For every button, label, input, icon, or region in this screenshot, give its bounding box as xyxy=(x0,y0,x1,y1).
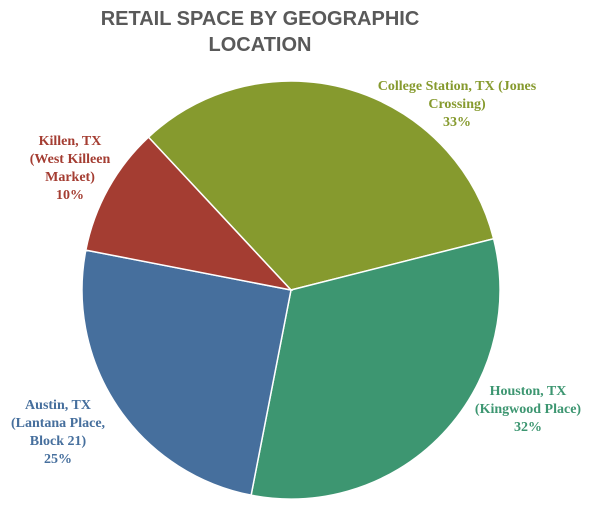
pie-slice xyxy=(250,237,501,500)
pie-slice xyxy=(81,249,292,497)
chart-title: RETAIL SPACE BY GEOGRAPHIC LOCATION xyxy=(100,8,420,56)
value-label: 32% xyxy=(514,420,542,435)
value-label: 10% xyxy=(56,188,84,203)
category-label: College Station, TX (Jones Crossing) xyxy=(377,79,537,112)
category-label: Killen, TX (West Killeen Market) xyxy=(29,134,111,185)
slice-label: College Station, TX (Jones Crossing) 33% xyxy=(370,78,545,132)
pie-slice xyxy=(147,80,495,291)
category-label: Austin, TX (Lantana Place, Block 21) xyxy=(10,398,106,449)
pie-slice xyxy=(84,136,294,292)
slice-label: Killen, TX (West Killeen Market) 10% xyxy=(20,133,120,205)
category-label: Houston, TX (Kingwood Place) xyxy=(474,384,582,417)
value-label: 25% xyxy=(44,452,72,467)
slice-label: Houston, TX (Kingwood Place) 32% xyxy=(463,383,593,437)
value-label: 33% xyxy=(443,115,471,130)
slice-label: Austin, TX (Lantana Place, Block 21) 25% xyxy=(0,397,117,469)
